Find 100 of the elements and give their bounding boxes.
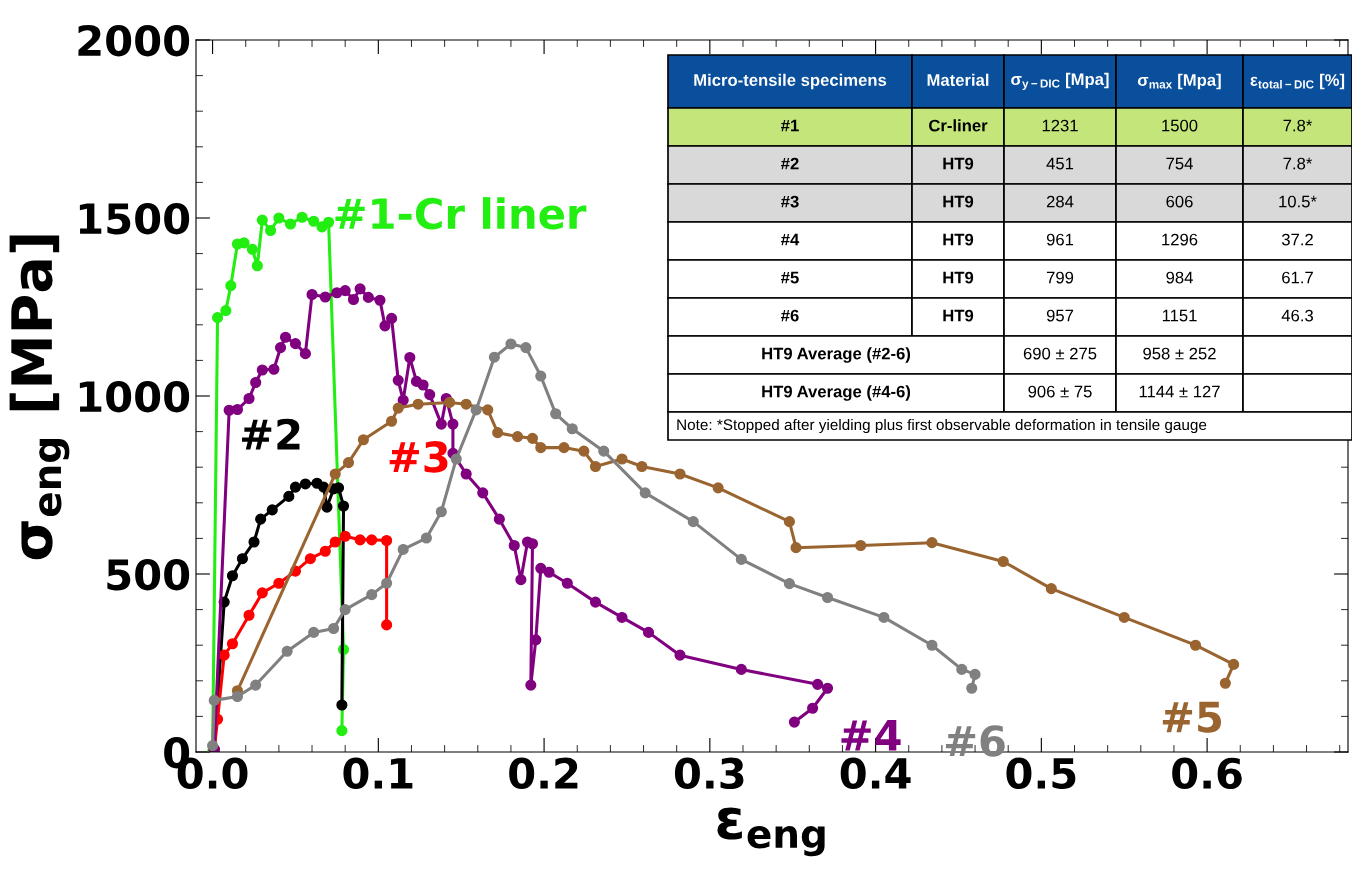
annotation: 1144 ± 127 [1139,385,1220,398]
point [525,679,537,691]
point [424,389,436,401]
point [342,457,355,469]
point [273,212,285,224]
point [381,577,393,589]
point [444,396,456,408]
point [268,363,280,375]
point [821,591,834,604]
x-tick-label: 0.6 [1172,757,1242,790]
point [526,432,539,444]
x-tick-label: 0.5 [1006,757,1076,790]
point [308,626,320,638]
point [299,348,311,360]
point [512,431,524,443]
point [505,338,517,350]
point [323,216,335,228]
annotation: 958 ± 252 [1143,347,1216,360]
point [417,379,429,391]
point [956,663,968,675]
point [508,539,520,552]
point [220,305,232,317]
point [783,578,795,590]
annotation: 1231 [1042,119,1078,132]
point [543,566,555,578]
series-label: #1-Cr liner [335,197,587,230]
point [273,577,285,589]
point [477,487,489,499]
point [337,500,350,512]
point [250,376,262,389]
annotation: HT9 Average (#4-6) [762,385,911,401]
point [329,536,341,548]
point [1219,677,1231,689]
annotation: HT9 Average (#2-6) [762,347,911,363]
point [279,331,292,343]
point [561,577,573,589]
point [336,699,348,711]
point [578,445,590,457]
annotation: 799 [1046,271,1074,284]
annotation: 1296 [1162,233,1198,246]
x-tick-label: 0.2 [509,757,578,790]
annotation: 961 [1046,233,1074,246]
point [319,291,331,303]
point [374,294,386,306]
point [397,394,409,406]
point [788,716,800,728]
point [404,351,416,364]
point [460,398,472,410]
point [225,280,237,292]
annotation: 984 [1166,271,1193,284]
annotation: Cr-liner [929,119,988,132]
point [488,351,500,363]
y-tick-label: 500 [107,558,190,591]
point [321,501,333,513]
point [357,434,369,446]
point [381,534,393,547]
point [535,370,547,382]
annotation: 906 ± 75 [1028,385,1092,398]
point [435,418,447,430]
point [412,398,424,410]
point [386,415,398,427]
point [589,460,602,473]
point [284,218,297,230]
point [1228,658,1240,670]
annotation: 7.8* [1283,119,1313,132]
point [821,682,834,694]
point [642,626,655,638]
point [354,283,366,295]
point [289,481,302,493]
x-tick-label: 0.1 [343,757,413,790]
annotation: 10.5* [1279,195,1317,208]
annotation: #1 [781,119,799,132]
annotation: ε$_{total−DIC}$ [%] [1250,73,1345,90]
point [735,663,747,675]
annotation: HT9 [943,195,974,208]
point [226,570,239,582]
y-tick-label: 1500 [79,202,190,235]
annotation: HT9 [943,271,974,284]
point [236,553,248,565]
point [281,645,293,657]
annotation: 284 [1046,195,1074,208]
annotation: σ$_{max}$ [Mpa] [1137,73,1221,90]
point [255,513,267,525]
point [460,468,472,480]
point [520,342,532,354]
point [336,725,348,737]
point [250,679,262,691]
point [328,622,340,635]
point [379,320,391,332]
point [218,649,230,661]
point [226,638,239,650]
point [470,404,482,416]
point [243,392,255,405]
point [878,611,890,623]
point [248,536,260,548]
annotation: 1151 [1162,309,1197,322]
point [926,537,938,549]
annotation: 46.3 [1281,309,1313,322]
point [208,694,220,706]
x-axis-title: ε$_{eng}$ [717,807,825,857]
